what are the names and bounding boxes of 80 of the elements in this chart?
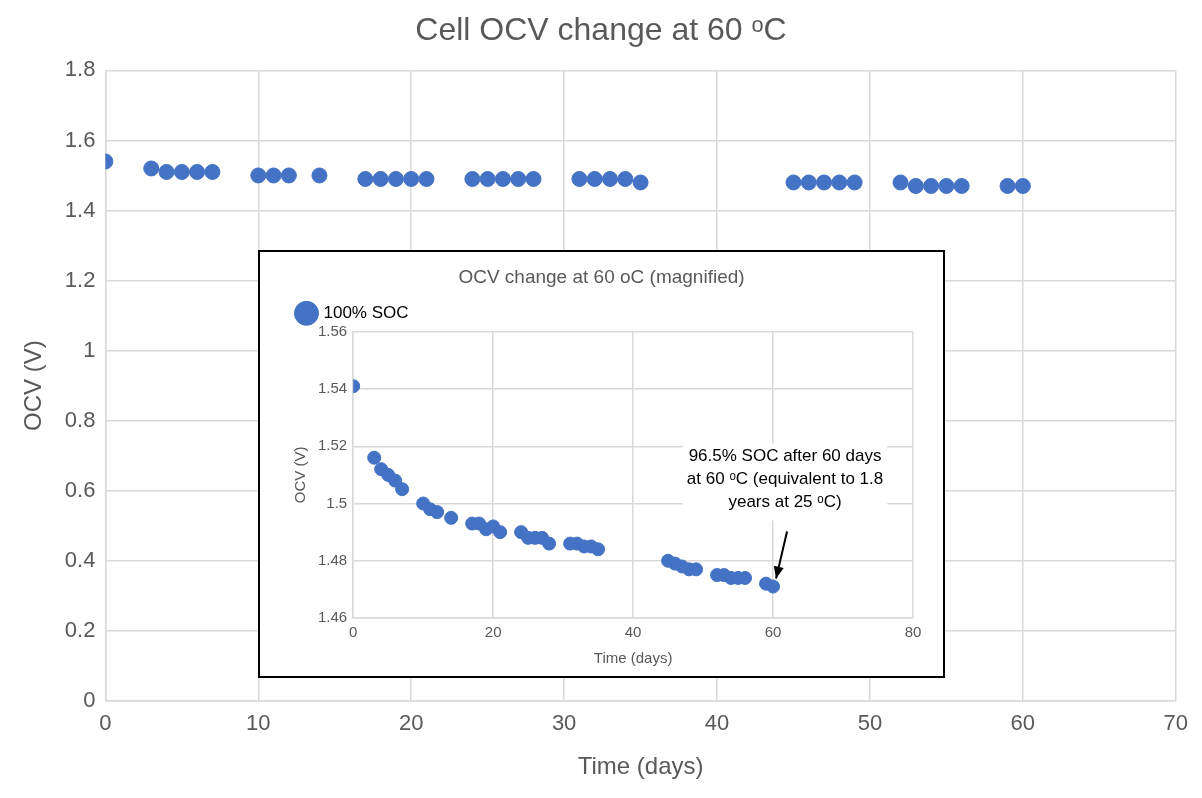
y-tick-label: 1.8 (64, 56, 96, 82)
point (831, 174, 848, 191)
point (846, 174, 863, 191)
chart-title: OCV change at 60 oC (magnified) (458, 265, 745, 287)
point (816, 174, 833, 191)
point (143, 160, 160, 177)
point (632, 174, 649, 191)
annotation: 96.5% SOC after 60 days at 60 ᵒC (equivalent to 1.8 years at 25 ᵒC) (686, 445, 884, 511)
y-tick-label: 1.52 (317, 436, 348, 454)
point (785, 174, 802, 191)
point (542, 536, 557, 551)
point (586, 170, 603, 187)
point (601, 170, 618, 187)
point (493, 525, 508, 540)
point (591, 542, 606, 557)
point (571, 170, 588, 187)
x-tick-label: 60 (1010, 710, 1036, 736)
point (464, 170, 481, 187)
point (372, 170, 389, 187)
point (250, 167, 267, 184)
y-tick-label: 0.2 (64, 616, 96, 642)
point (923, 177, 940, 194)
point (1014, 177, 1031, 194)
x-tick-label: 50 (857, 710, 883, 736)
x-tick-label: 20 (398, 710, 424, 736)
x-tick-label: 10 (246, 710, 271, 736)
y-axis-title: OCV (V) (291, 446, 309, 504)
point (938, 177, 955, 194)
x-tick-label: 30 (551, 710, 577, 736)
y-tick-label: 0.4 (64, 546, 96, 572)
x-tick-label: 70 (1163, 710, 1189, 736)
x-axis-title: Time (days) (593, 649, 673, 667)
point (403, 170, 420, 187)
chart-title: Cell OCV change at 60 ᵒC (415, 11, 787, 48)
point (387, 170, 404, 187)
point (204, 163, 221, 180)
y-axis-title: OCV (V) (19, 340, 47, 431)
y-tick-label: 1.2 (64, 266, 96, 292)
y-tick-label: 1.4 (64, 196, 96, 222)
x-tick-label: 20 (484, 623, 502, 641)
point (357, 170, 374, 187)
point (158, 163, 175, 180)
y-tick-label: 1 (83, 336, 96, 362)
y-tick-label: 1.6 (64, 126, 96, 152)
x-tick-label: 40 (624, 623, 642, 641)
point (907, 177, 924, 194)
point (311, 167, 328, 184)
point (367, 450, 382, 465)
point (189, 163, 206, 180)
x-tick-label: 0 (99, 710, 112, 736)
y-tick-label: 1.48 (317, 550, 348, 568)
x-tick-label: 40 (704, 710, 730, 736)
point (430, 505, 445, 520)
y-tick-label: 0.8 (64, 406, 96, 432)
y-tick-label: 0 (83, 686, 96, 712)
point (494, 170, 511, 187)
point (953, 177, 970, 194)
y-tick-label: 0.6 (64, 476, 96, 502)
point (418, 170, 435, 187)
point (892, 174, 909, 191)
point (444, 510, 459, 525)
point (395, 482, 410, 497)
point (617, 170, 634, 187)
y-tick-label: 1.56 (317, 321, 348, 339)
point (173, 163, 190, 180)
point (999, 177, 1016, 194)
point (800, 174, 817, 191)
x-tick-label: 60 (764, 623, 782, 641)
point (525, 170, 542, 187)
x-axis-title: Time (days) (577, 752, 704, 780)
point (766, 579, 781, 594)
x-tick-label: 80 (904, 623, 922, 641)
point (265, 167, 282, 184)
point (280, 167, 297, 184)
y-tick-label: 1.46 (317, 608, 348, 626)
point (479, 170, 496, 187)
legend-label: 100% SOC (323, 302, 409, 322)
y-tick-label: 1.54 (317, 379, 348, 397)
y-tick-label: 1.5 (326, 493, 348, 511)
point (510, 170, 527, 187)
